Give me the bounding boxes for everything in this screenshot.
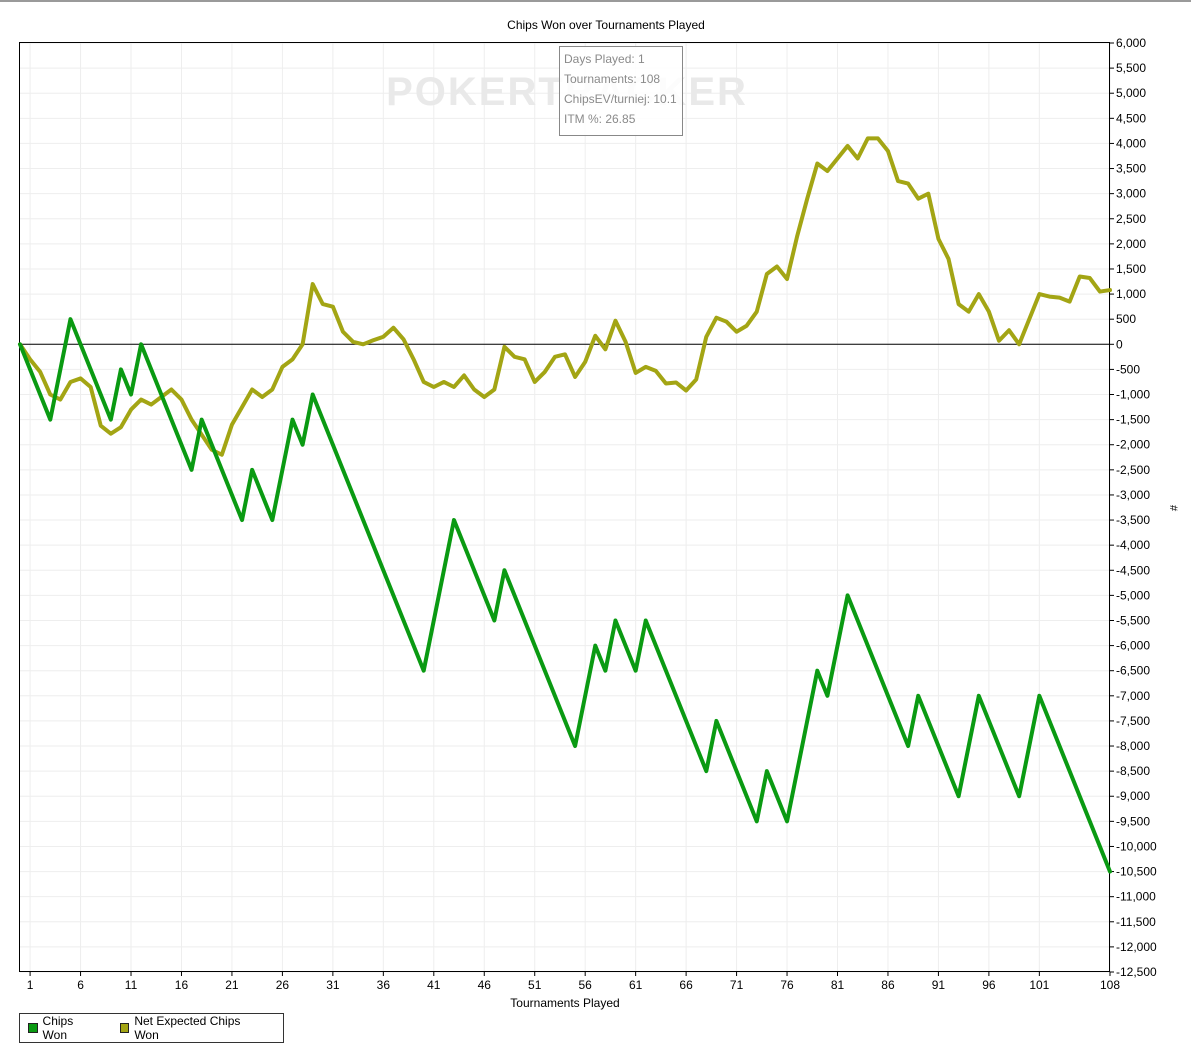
hover-tooltip: Days Played: 1 Tournaments: 108 ChipsEV/… [559,46,683,136]
y-tick-label: -12,000 [1116,940,1157,954]
window-top-border [0,0,1191,2]
series-line-chips-won [18,317,1112,874]
x-tick-label: 66 [679,978,693,992]
y-tick-label: 3,500 [1116,162,1146,176]
y-tick-label: -12,500 [1116,965,1157,979]
x-tick-label: 46 [478,978,492,992]
x-axis: 1 6 11 16 21 26 31 36 41 46 51 56 61 66 71 76 81 86 91 96 10… [27,972,1120,992]
y-axis-label: # [1167,505,1179,512]
x-axis-label: Tournaments Played [510,996,619,1010]
x-tick-label: 56 [579,978,593,992]
legend-label-net-expected: Net Expected Chips Won [134,1014,241,1042]
x-tick-label: 31 [326,978,340,992]
y-tick-label: 2,000 [1116,237,1146,251]
y-tick-label: 1,500 [1116,262,1146,276]
legend-item-net-expected[interactable]: Net Expected Chips Won [119,1014,261,1042]
x-tick-label: 81 [831,978,845,992]
series-line-net-expected [18,136,1112,457]
x-tick-label: 16 [175,978,189,992]
x-tick-label: 21 [225,978,239,992]
y-tick-label: -3,500 [1116,513,1150,527]
y-tick-label: -10,500 [1116,865,1157,879]
y-tick-label: -11,500 [1116,915,1156,929]
y-tick-label: 1,000 [1116,287,1146,301]
y-tick-label: -9,500 [1116,814,1150,828]
legend-swatch-chips-won [28,1023,38,1033]
y-tick-label: 5,500 [1116,61,1146,75]
x-tick-label: 76 [780,978,794,992]
legend-swatch-net-expected [119,1023,130,1033]
x-tick-label: 86 [881,978,895,992]
y-tick-label: -9,000 [1116,789,1150,803]
x-tick-label: 41 [427,978,441,992]
chart-legend: Chips Won Net Expected Chips Won [19,1013,284,1043]
x-tick-label: 61 [629,978,643,992]
y-tick-label: -3,000 [1116,488,1150,502]
y-tick-label: -1,000 [1116,388,1150,402]
x-tick-label: 11 [125,978,138,992]
x-tick-label: 101 [1029,978,1049,992]
y-tick-label: -11,000 [1116,890,1156,904]
tooltip-itm: ITM %: 26.85 [564,112,636,126]
y-tick-label: 500 [1116,312,1136,326]
tooltip-tournaments: Tournaments: 108 [564,72,660,86]
y-tick-label: 3,000 [1116,187,1146,201]
y-tick-label: -5,000 [1116,588,1150,602]
grid-lines [20,42,1111,973]
x-tick-label: 26 [276,978,290,992]
y-tick-label: -500 [1116,362,1140,376]
y-tick-label: -6,500 [1116,664,1150,678]
y-tick-label: -4,000 [1116,538,1150,552]
x-tick-label: 96 [982,978,996,992]
x-tick-label: 36 [377,978,391,992]
y-tick-label: -8,500 [1116,764,1150,778]
x-tick-label: 91 [932,978,946,992]
y-tick-label: -7,000 [1116,689,1150,703]
tooltip-chipsev: ChipsEV/turniej: 10.1 [564,92,677,106]
y-tick-label: -6,000 [1116,639,1150,653]
legend-item-chips-won[interactable]: Chips Won [28,1014,98,1042]
x-tick-label: 71 [730,978,744,992]
y-tick-label: 4,500 [1116,111,1146,125]
y-tick-label: -2,000 [1116,438,1150,452]
y-tick-label: 6,000 [1116,36,1146,50]
x-tick-label: 51 [528,978,542,992]
legend-label-chips-won: Chips Won [42,1014,74,1042]
series-lines [18,136,1112,874]
chart-title: Chips Won over Tournaments Played [507,18,705,32]
y-tick-label: -10,000 [1116,839,1157,853]
y-tick-label: -7,500 [1116,714,1150,728]
y-tick-label: 2,500 [1116,212,1146,226]
plot-area-border [19,42,1110,972]
y-tick-label: -4,500 [1116,563,1150,577]
y-tick-label: 5,000 [1116,86,1146,100]
x-tick-label: 6 [77,978,84,992]
y-tick-label: -1,500 [1116,413,1150,427]
y-tick-label: -2,500 [1116,463,1150,477]
y-tick-label: -5,500 [1116,613,1150,627]
x-tick-label: 1 [27,978,34,992]
y-tick-label: 4,000 [1116,136,1146,150]
tooltip-days-played: Days Played: 1 [564,52,645,66]
y-tick-label: -8,000 [1116,739,1150,753]
y-tick-label: 0 [1116,337,1123,351]
y-axis: -12,500 -12,000 -11,500 -11,000 -10,500 -10,0… [1110,36,1157,979]
x-tick-label: 108 [1100,978,1120,992]
